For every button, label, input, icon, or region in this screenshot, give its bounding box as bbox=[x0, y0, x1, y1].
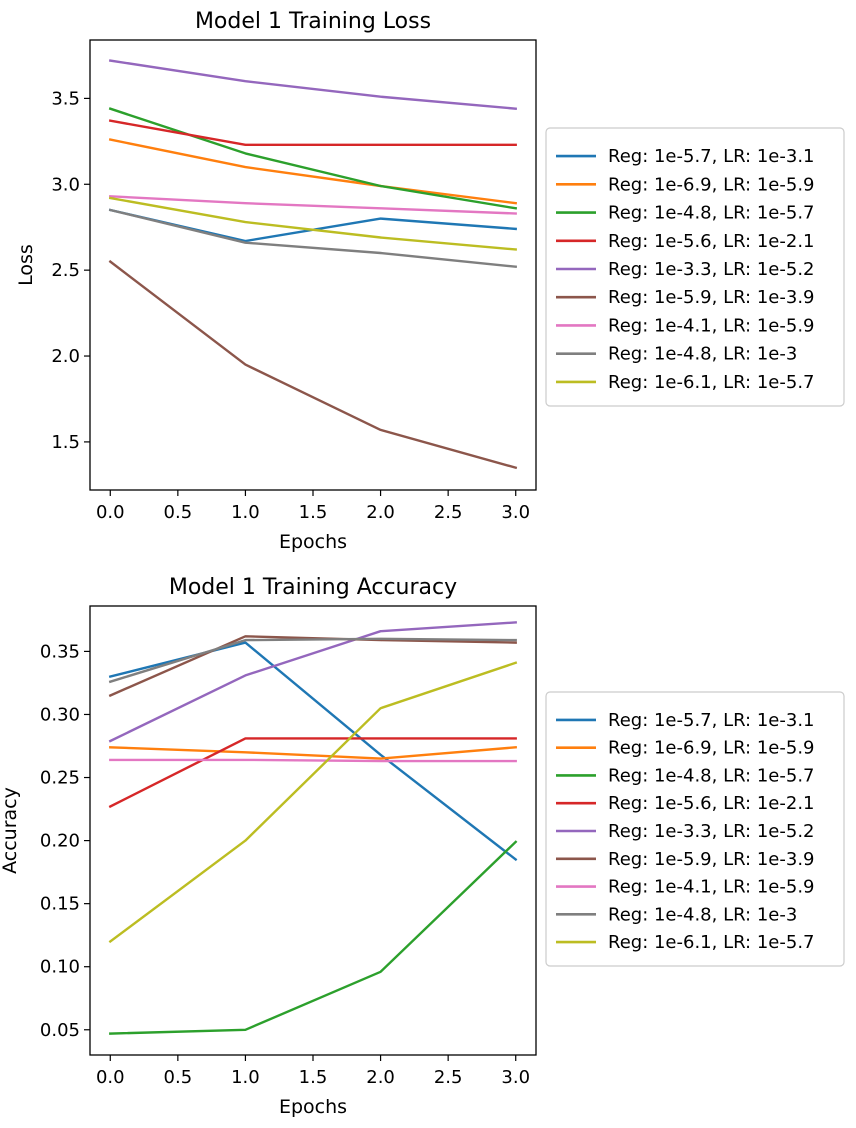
legend-label-7: Reg: 1e-4.1, LR: 1e-5.9 bbox=[608, 877, 815, 898]
y-tick-label: 2.5 bbox=[51, 260, 80, 281]
y-tick-label: 3.5 bbox=[51, 88, 80, 109]
series-line-3 bbox=[109, 840, 518, 1035]
series-line-6 bbox=[108, 635, 517, 698]
legend-label-7: Reg: 1e-4.1, LR: 1e-5.9 bbox=[608, 315, 815, 336]
x-tick-label: 0.5 bbox=[164, 1067, 193, 1088]
legend-box bbox=[545, 127, 845, 407]
series-line-6 bbox=[108, 259, 518, 470]
series-line-3 bbox=[108, 107, 518, 210]
legend-label-1: Reg: 1e-5.7, LR: 1e-3.1 bbox=[608, 146, 815, 167]
series-line-8 bbox=[108, 637, 517, 684]
legend-label-9: Reg: 1e-6.1, LR: 1e-5.7 bbox=[608, 372, 815, 393]
legend-label-4: Reg: 1e-5.6, LR: 1e-2.1 bbox=[608, 793, 815, 814]
legend-label-6: Reg: 1e-5.9, LR: 1e-3.9 bbox=[608, 849, 815, 870]
legend-label-5: Reg: 1e-3.3, LR: 1e-5.2 bbox=[608, 259, 815, 280]
series-line-5 bbox=[108, 59, 518, 111]
y-tick-label: 1.5 bbox=[51, 432, 80, 453]
legend-label-5: Reg: 1e-3.3, LR: 1e-5.2 bbox=[608, 821, 815, 842]
legend-box bbox=[545, 691, 845, 967]
y-tick-label: 2.0 bbox=[51, 346, 80, 367]
y-tick-label: 0.05 bbox=[40, 1020, 80, 1041]
y-tick-label: 0.10 bbox=[40, 957, 80, 978]
legend-label-9: Reg: 1e-6.1, LR: 1e-5.7 bbox=[608, 932, 815, 953]
x-tick-label: 1.0 bbox=[231, 502, 260, 523]
y-tick-label: 0.20 bbox=[40, 831, 80, 852]
x-tick-label: 2.0 bbox=[366, 502, 395, 523]
legend: Reg: 1e-5.7, LR: 1e-3.1 Reg: 1e-6.9, LR: … bbox=[545, 691, 845, 967]
loss-chart: Model 1 Training Loss 0.0 0.5 1.0 1.5 2.0 2.5 3… bbox=[15, 9, 845, 553]
legend-label-2: Reg: 1e-6.9, LR: 1e-5.9 bbox=[608, 174, 815, 195]
series-line-5 bbox=[108, 621, 517, 743]
y-axis-label: Loss bbox=[15, 244, 37, 286]
y-tick-label: 0.15 bbox=[40, 894, 80, 915]
legend-label-3: Reg: 1e-4.8, LR: 1e-5.7 bbox=[608, 765, 815, 786]
legend-label-8: Reg: 1e-4.8, LR: 1e-3 bbox=[608, 344, 797, 365]
y-tick-label: 3.0 bbox=[51, 174, 80, 195]
legend-label-1: Reg: 1e-5.7, LR: 1e-3.1 bbox=[608, 710, 815, 731]
accuracy-chart: Model 1 Training Accuracy 0.0 0.5 1.0 1.5 2.0… bbox=[0, 575, 845, 1118]
series-line-4 bbox=[108, 119, 517, 147]
x-tick-label: 0.5 bbox=[164, 502, 193, 523]
series-line-9 bbox=[108, 196, 518, 251]
x-axis-label: Epochs bbox=[279, 1096, 347, 1118]
x-tick-label: 1.5 bbox=[299, 1067, 328, 1088]
x-tick-label: 1.0 bbox=[231, 1067, 260, 1088]
legend-label-6: Reg: 1e-5.9, LR: 1e-3.9 bbox=[608, 287, 815, 308]
x-axis-label: Epochs bbox=[279, 531, 347, 553]
series-line-8 bbox=[108, 208, 518, 269]
series-line-2 bbox=[109, 746, 517, 760]
legend-label-3: Reg: 1e-4.8, LR: 1e-5.7 bbox=[608, 203, 815, 224]
plot-area-frame bbox=[89, 605, 537, 1056]
y-tick-label: 0.35 bbox=[40, 641, 80, 662]
chart-title: Model 1 Training Loss bbox=[195, 9, 431, 34]
chart-title: Model 1 Training Accuracy bbox=[169, 575, 457, 600]
legend-label-2: Reg: 1e-6.9, LR: 1e-5.9 bbox=[608, 738, 815, 759]
series-lines bbox=[108, 621, 518, 1035]
plot-area-frame bbox=[89, 39, 537, 491]
y-axis-label: Accuracy bbox=[0, 787, 21, 874]
x-tick-label: 3.0 bbox=[501, 502, 530, 523]
series-line-9 bbox=[108, 661, 518, 944]
y-tick-label: 0.25 bbox=[40, 768, 80, 789]
series-lines bbox=[108, 59, 518, 470]
legend-label-4: Reg: 1e-5.6, LR: 1e-2.1 bbox=[608, 231, 815, 252]
x-tick-label: 2.5 bbox=[434, 1067, 463, 1088]
series-line-7 bbox=[109, 758, 517, 763]
x-tick-label: 0.0 bbox=[96, 1067, 125, 1088]
x-tick-label: 0.0 bbox=[96, 502, 125, 523]
series-line-7 bbox=[109, 195, 517, 215]
series-line-2 bbox=[108, 138, 518, 205]
y-tick-label: 0.30 bbox=[40, 704, 80, 725]
x-tick-label: 2.5 bbox=[434, 502, 463, 523]
x-tick-label: 2.0 bbox=[366, 1067, 395, 1088]
series-line-1 bbox=[108, 641, 518, 862]
legend-label-8: Reg: 1e-4.8, LR: 1e-3 bbox=[608, 904, 797, 925]
series-line-4 bbox=[108, 737, 517, 809]
legend: Reg: 1e-5.7, LR: 1e-3.1 Reg: 1e-6.9, LR: … bbox=[545, 127, 845, 407]
x-tick-label: 1.5 bbox=[299, 502, 328, 523]
x-tick-label: 3.0 bbox=[501, 1067, 530, 1088]
